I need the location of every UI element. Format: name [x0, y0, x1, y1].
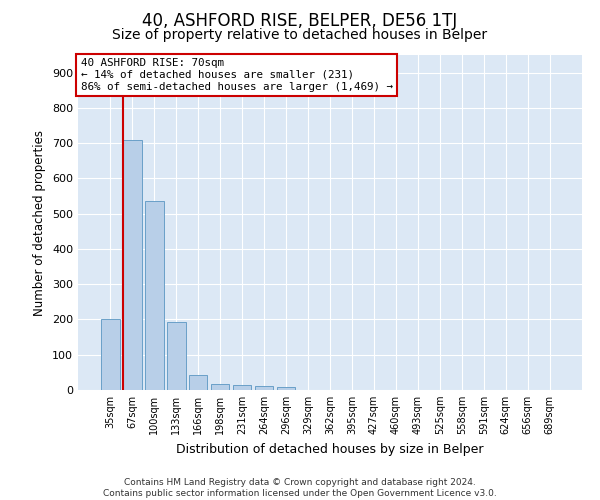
Bar: [211, 384, 229, 390]
Text: Size of property relative to detached houses in Belper: Size of property relative to detached ho…: [112, 28, 488, 42]
Bar: [167, 322, 185, 390]
X-axis label: Distribution of detached houses by size in Belper: Distribution of detached houses by size …: [176, 442, 484, 456]
Bar: [145, 202, 164, 390]
Bar: [189, 375, 208, 390]
Bar: [123, 140, 142, 390]
Bar: [233, 385, 251, 390]
Text: 40 ASHFORD RISE: 70sqm
← 14% of detached houses are smaller (231)
86% of semi-de: 40 ASHFORD RISE: 70sqm ← 14% of detached…: [80, 58, 392, 92]
Bar: [101, 320, 119, 390]
Text: 40, ASHFORD RISE, BELPER, DE56 1TJ: 40, ASHFORD RISE, BELPER, DE56 1TJ: [142, 12, 458, 30]
Bar: [255, 386, 274, 390]
Text: Contains HM Land Registry data © Crown copyright and database right 2024.
Contai: Contains HM Land Registry data © Crown c…: [103, 478, 497, 498]
Y-axis label: Number of detached properties: Number of detached properties: [34, 130, 46, 316]
Bar: [277, 387, 295, 390]
